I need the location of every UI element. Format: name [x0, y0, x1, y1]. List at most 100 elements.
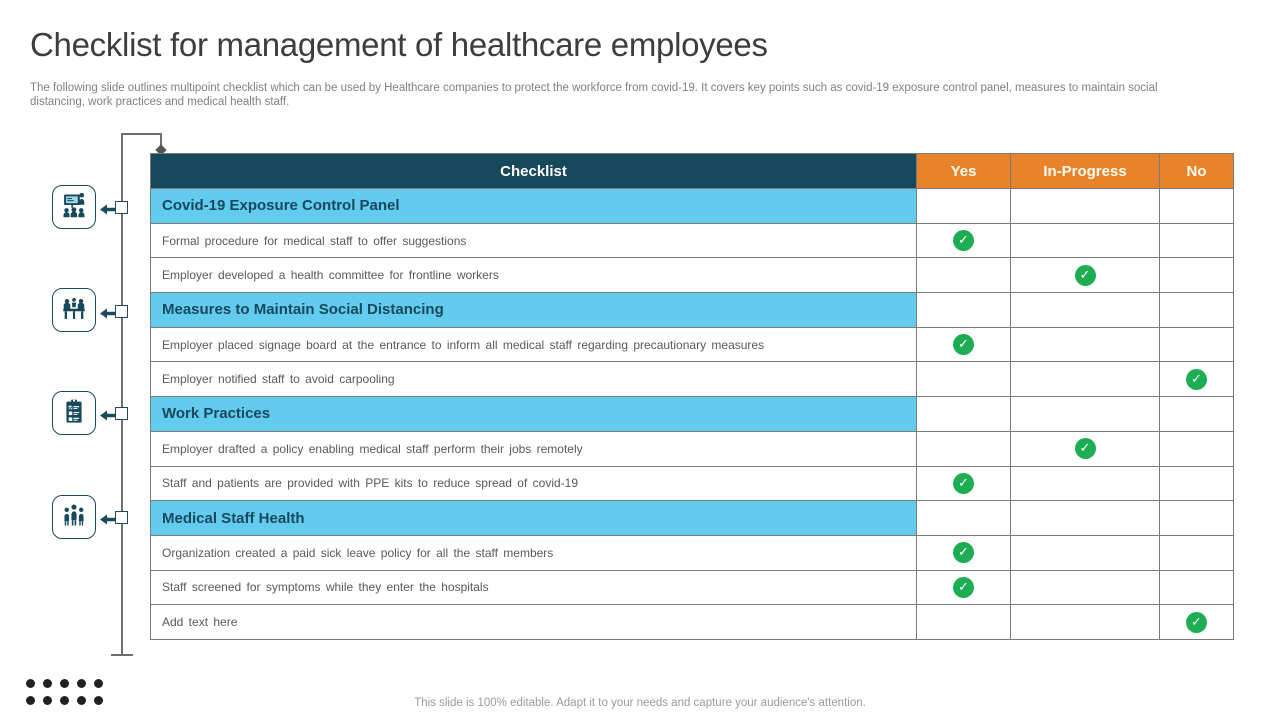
column-header-no: No	[1159, 153, 1234, 189]
item-label: Staff and patients are provided with PPE…	[150, 465, 917, 502]
status-cell-no	[1159, 465, 1234, 502]
status-cell-in-progress	[1010, 326, 1160, 363]
check-icon: ✓	[953, 576, 974, 598]
connector-vertical-line	[121, 133, 123, 654]
connector-node	[115, 305, 128, 318]
column-header-yes: Yes	[916, 153, 1011, 189]
check-icon: ✓	[1186, 368, 1207, 390]
item-label: Employer notified staff to avoid carpool…	[150, 361, 917, 398]
dot	[26, 696, 35, 705]
footer-note: This slide is 100% editable. Adapt it to…	[414, 697, 866, 709]
status-cell-no	[1159, 257, 1234, 294]
connector-arrow	[100, 512, 115, 525]
status-cell-in-progress	[1010, 292, 1160, 328]
item-label: Employer drafted a policy enabling medic…	[150, 430, 917, 467]
dot	[26, 679, 35, 688]
status-cell-yes	[916, 188, 1011, 224]
status-cell-in-progress	[1010, 500, 1160, 536]
item-row: Employer notified staff to avoid carpool…	[150, 361, 1234, 398]
connector-arrow	[100, 202, 115, 215]
status-cell-in-progress: ✓	[1010, 257, 1160, 294]
dot	[43, 679, 52, 688]
connector-bottom-cap	[111, 654, 133, 656]
item-row: Employer drafted a policy enabling medic…	[150, 430, 1234, 467]
section-row: Covid-19 Exposure Control Panel	[150, 188, 1234, 224]
status-cell-no	[1159, 569, 1234, 606]
dot	[43, 696, 52, 705]
meeting-table-icon	[60, 294, 88, 327]
status-cell-in-progress: ✓	[1010, 430, 1160, 467]
checklist-clipboard-icon	[60, 397, 88, 430]
item-row: Employer placed signage board at the ent…	[150, 326, 1234, 363]
icon-box-staff-health	[52, 495, 96, 539]
status-cell-in-progress	[1010, 396, 1160, 432]
item-label: Employer placed signage board at the ent…	[150, 326, 917, 363]
status-cell-yes: ✓	[916, 569, 1011, 606]
status-cell-yes: ✓	[916, 222, 1011, 259]
status-cell-yes: ✓	[916, 326, 1011, 363]
connector-top-line	[121, 133, 161, 135]
status-cell-no	[1159, 500, 1234, 536]
status-cell-no	[1159, 326, 1234, 363]
status-cell-no: ✓	[1159, 604, 1234, 640]
status-cell-in-progress	[1010, 604, 1160, 640]
dot	[77, 696, 86, 705]
column-header-checklist: Checklist	[150, 153, 917, 189]
section-label: Work Practices	[150, 396, 917, 432]
status-cell-yes: ✓	[916, 534, 1011, 571]
item-label: Formal procedure for medical staff to of…	[150, 222, 917, 259]
status-cell-in-progress	[1010, 361, 1160, 398]
item-row: Formal procedure for medical staff to of…	[150, 222, 1234, 259]
connector-arrow	[100, 408, 115, 421]
staff-group-icon	[60, 501, 88, 534]
status-cell-no	[1159, 396, 1234, 432]
item-label: Add text here	[150, 604, 917, 640]
status-cell-yes	[916, 396, 1011, 432]
status-cell-no	[1159, 188, 1234, 224]
status-cell-no	[1159, 292, 1234, 328]
dot	[60, 696, 69, 705]
status-cell-no	[1159, 430, 1234, 467]
section-label: Medical Staff Health	[150, 500, 917, 536]
item-label: Staff screened for symptoms while they e…	[150, 569, 917, 606]
status-cell-yes	[916, 361, 1011, 398]
checklist-table: Checklist Yes In-Progress No Covid-19 Expos…	[150, 153, 1234, 640]
check-icon: ✓	[953, 334, 974, 356]
section-label: Covid-19 Exposure Control Panel	[150, 188, 917, 224]
status-cell-no	[1159, 222, 1234, 259]
connector-node	[115, 511, 128, 524]
check-icon: ✓	[953, 472, 974, 494]
table-header-row: Checklist Yes In-Progress No	[150, 153, 1234, 189]
status-cell-in-progress	[1010, 188, 1160, 224]
section-row: Measures to Maintain Social Distancing	[150, 292, 1234, 328]
dots-decoration	[26, 679, 116, 713]
status-cell-yes	[916, 430, 1011, 467]
section-label: Measures to Maintain Social Distancing	[150, 292, 917, 328]
slide-subtitle: The following slide outlines multipoint …	[30, 82, 1158, 108]
dot	[94, 696, 103, 705]
status-cell-yes: ✓	[916, 465, 1011, 502]
check-icon: ✓	[953, 542, 974, 564]
dot	[60, 679, 69, 688]
connector-node	[115, 407, 128, 420]
status-cell-yes	[916, 604, 1011, 640]
check-icon: ✓	[1074, 438, 1096, 460]
check-icon: ✓	[1186, 611, 1207, 633]
status-cell-in-progress	[1010, 222, 1160, 259]
connector-node	[115, 201, 128, 214]
icon-box-work-practices	[52, 391, 96, 435]
status-cell-in-progress	[1010, 465, 1160, 502]
icon-box-social-distancing	[52, 288, 96, 332]
item-row: Add text here ✓	[150, 604, 1234, 640]
connector-arrow	[100, 306, 115, 319]
check-icon: ✓	[953, 230, 974, 252]
item-label: Employer developed a health committee fo…	[150, 257, 917, 294]
training-presentation-icon	[60, 191, 88, 224]
item-label: Organization created a paid sick leave p…	[150, 534, 917, 571]
status-cell-in-progress	[1010, 534, 1160, 571]
item-row: Staff and patients are provided with PPE…	[150, 465, 1234, 502]
section-row: Medical Staff Health	[150, 500, 1234, 536]
status-cell-yes	[916, 292, 1011, 328]
status-cell-no	[1159, 534, 1234, 571]
item-row: Employer developed a health committee fo…	[150, 257, 1234, 294]
